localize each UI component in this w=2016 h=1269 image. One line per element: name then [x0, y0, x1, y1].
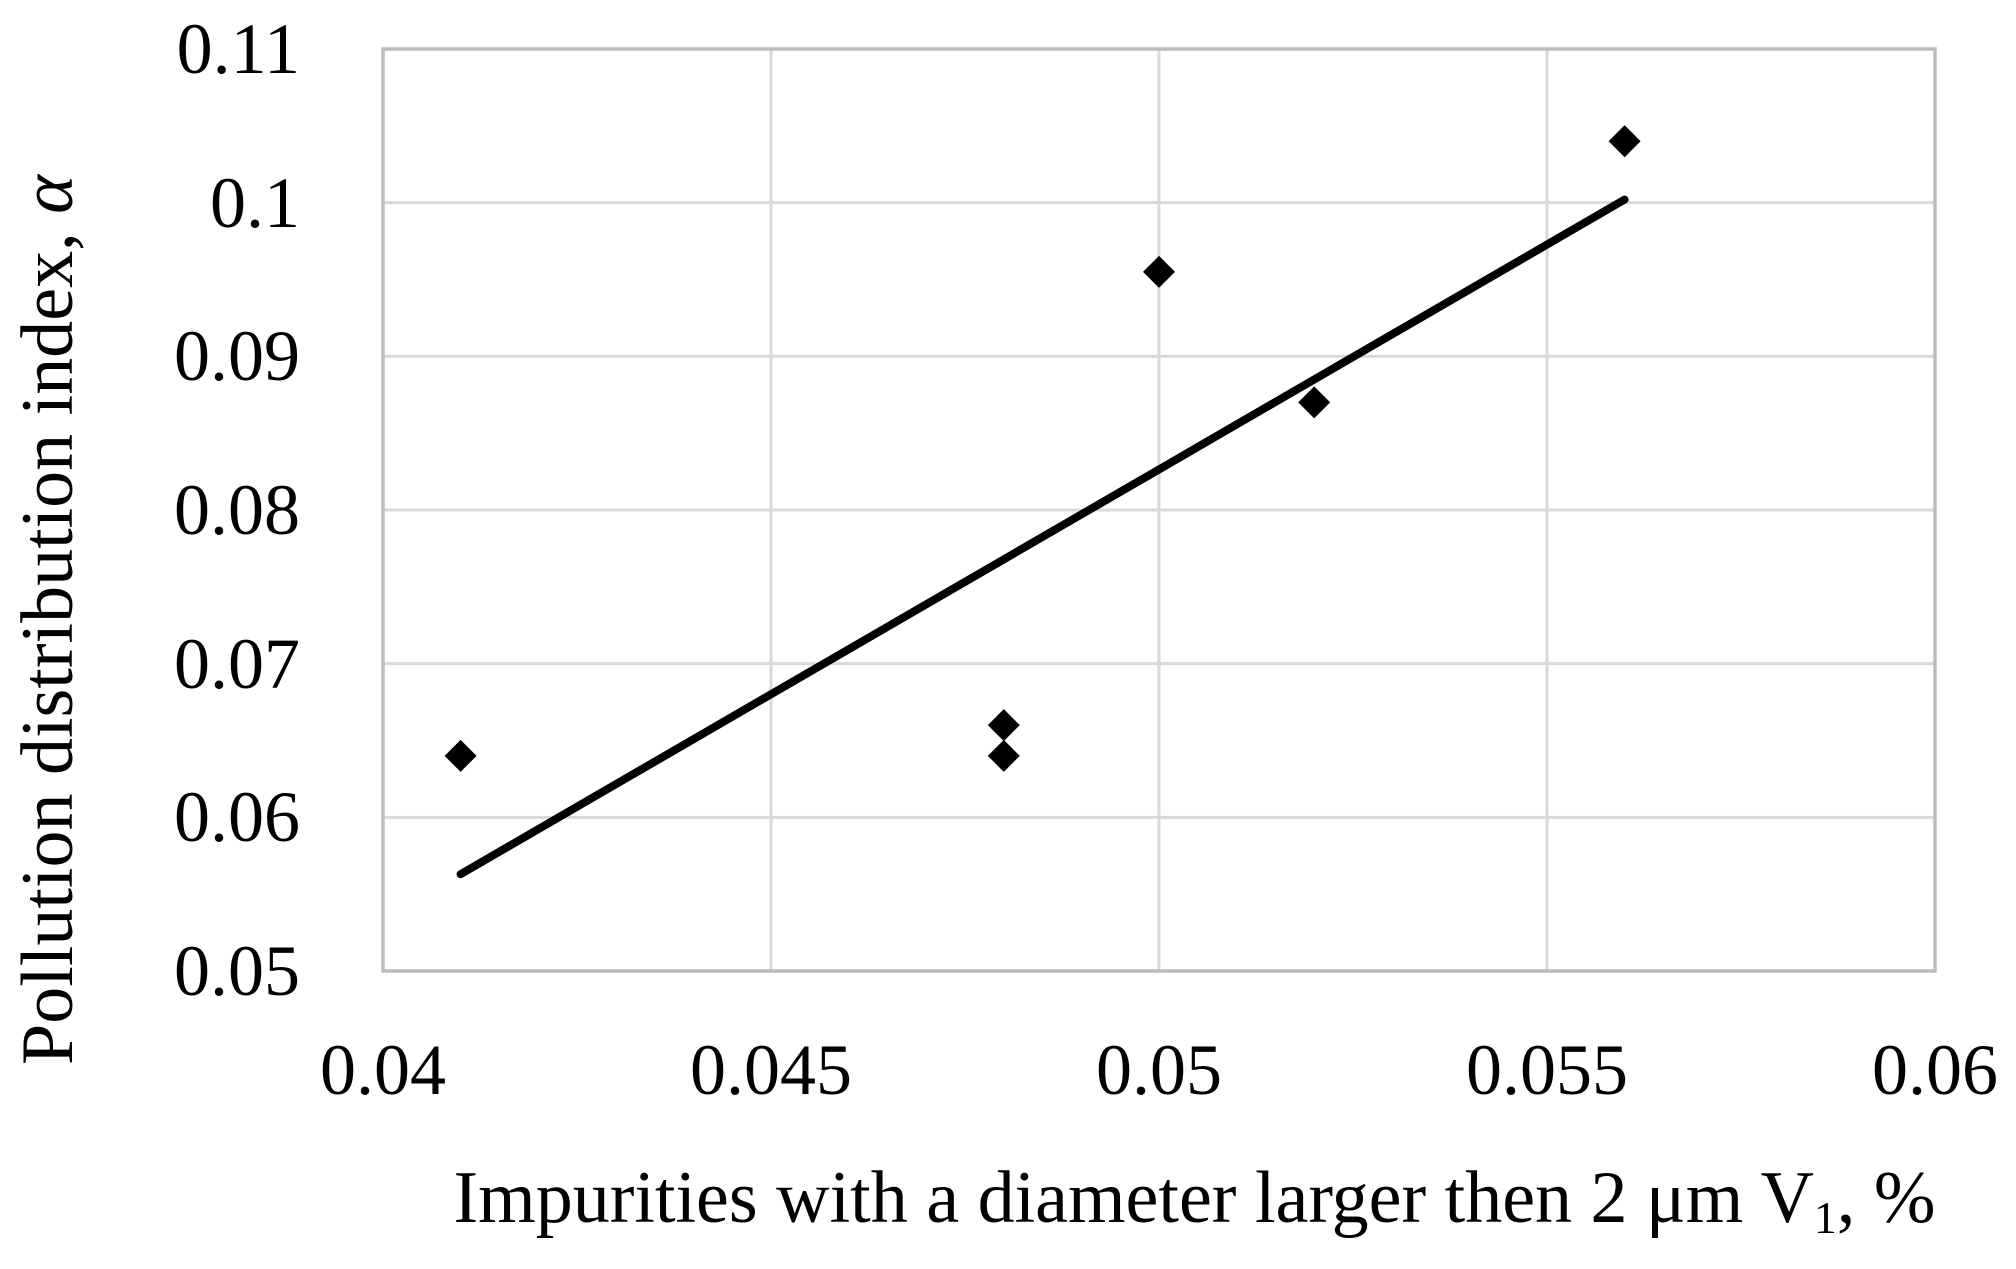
trend-line	[456, 195, 1629, 879]
x-axis-tick-label: 0.04	[320, 1030, 446, 1110]
y-axis-tick-label: 0.11	[176, 9, 300, 89]
y-axis-tick-label: 0.08	[174, 470, 300, 550]
y-axis-tick-label: 0.07	[174, 623, 300, 704]
x-axis-tick-label: 0.06	[1872, 1030, 1998, 1110]
alpha-symbol: α	[7, 175, 89, 214]
x-axis-title: Impurities with a diameter larger then 2…	[373, 1150, 2016, 1246]
scatter-point	[987, 709, 1020, 742]
x-axis-tick-label: 0.055	[1466, 1030, 1628, 1110]
scatter-point	[987, 739, 1020, 772]
x-axis-title-text: Impurities with a diameter larger then 2…	[453, 1157, 1814, 1239]
scatter-point	[1143, 255, 1175, 288]
y-axis-title: Pollution distribution index, α	[0, 175, 96, 1065]
x-axis-tick-label: 0.045	[690, 1030, 852, 1110]
scatter-point	[1298, 386, 1331, 419]
plot-border	[381, 47, 1937, 973]
y-axis-tick-label: 0.09	[174, 316, 300, 397]
y-axis-tick-label: 0.1	[210, 162, 300, 243]
y-axis-tick-label: 0.06	[174, 777, 300, 858]
y-axis-title-text: Pollution distribution index,	[7, 213, 89, 1065]
x-axis-title-suffix: , %	[1836, 1157, 1936, 1239]
scatter-point	[1608, 125, 1641, 158]
x-axis-title-subscript: 1	[1813, 1192, 1837, 1244]
scatter-point	[444, 739, 477, 772]
y-axis-tick-label: 0.05	[174, 931, 300, 1011]
x-axis-tick-label: 0.05	[1096, 1030, 1222, 1110]
